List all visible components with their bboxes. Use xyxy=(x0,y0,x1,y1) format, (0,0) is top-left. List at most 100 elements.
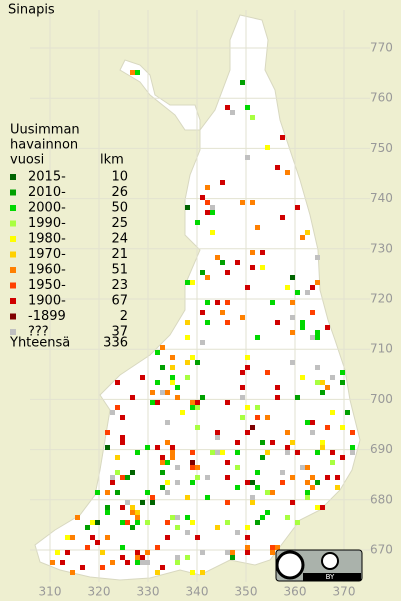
observation xyxy=(235,530,240,535)
observation xyxy=(105,510,110,515)
observation xyxy=(275,395,280,400)
observation xyxy=(110,475,115,480)
observation xyxy=(260,250,265,255)
observation xyxy=(200,340,205,345)
observations xyxy=(50,70,355,575)
observation xyxy=(170,515,175,520)
observation xyxy=(175,555,180,560)
observation xyxy=(205,320,210,325)
observation xyxy=(190,570,195,575)
observation xyxy=(225,500,230,505)
observation xyxy=(255,415,260,420)
observation xyxy=(320,445,325,450)
observation xyxy=(290,360,295,365)
cc-icon xyxy=(275,550,305,580)
observation xyxy=(130,395,135,400)
observation xyxy=(175,385,180,390)
observation xyxy=(185,205,190,210)
legend-label: 1950- xyxy=(28,278,66,293)
observation xyxy=(160,460,165,465)
legend-heading: Uusimman xyxy=(10,123,80,138)
observation xyxy=(165,520,170,525)
legend-swatch xyxy=(10,220,16,227)
y-label: 700 xyxy=(370,392,393,406)
observation xyxy=(245,155,250,160)
observation xyxy=(220,310,225,315)
observation xyxy=(185,515,190,520)
observation xyxy=(300,235,305,240)
observation xyxy=(150,390,155,395)
observation xyxy=(135,550,140,555)
legend-swatch xyxy=(10,174,16,180)
legend-label: 2010- xyxy=(28,185,66,200)
observation xyxy=(175,465,180,470)
legend-swatch xyxy=(10,205,16,211)
observation xyxy=(50,560,55,565)
observation xyxy=(60,560,65,565)
observation xyxy=(200,395,205,400)
observation xyxy=(115,470,120,475)
observation xyxy=(340,380,345,385)
observation xyxy=(310,475,315,480)
observation xyxy=(150,495,155,500)
observation xyxy=(280,470,285,475)
observation xyxy=(200,270,205,275)
observation xyxy=(315,255,320,260)
observation xyxy=(315,365,320,370)
observation xyxy=(310,285,315,290)
observation xyxy=(255,225,260,230)
observation xyxy=(250,425,255,430)
observation xyxy=(330,460,335,465)
observation xyxy=(265,145,270,150)
y-label: 760 xyxy=(370,91,393,105)
observation xyxy=(240,80,245,85)
observation xyxy=(80,565,85,570)
observation xyxy=(225,300,230,305)
observation xyxy=(240,370,245,375)
legend-swatch xyxy=(10,251,16,258)
observation xyxy=(315,335,320,340)
legend-count: 24 xyxy=(111,232,128,247)
observation xyxy=(245,365,250,370)
observation xyxy=(185,335,190,340)
observation xyxy=(170,450,175,455)
observation xyxy=(280,480,285,485)
observation xyxy=(225,460,230,465)
observation xyxy=(185,530,190,535)
observation xyxy=(340,455,345,460)
observation xyxy=(110,480,115,485)
observation xyxy=(325,475,330,480)
observation xyxy=(245,550,250,555)
observation xyxy=(200,550,205,555)
x-label: 330 xyxy=(137,585,160,599)
observation xyxy=(145,490,150,495)
observation xyxy=(135,450,140,455)
legend-swatch xyxy=(10,236,16,242)
observation xyxy=(165,480,170,485)
legend-count: 25 xyxy=(111,216,128,231)
observation xyxy=(275,320,280,325)
observation xyxy=(185,360,190,365)
observation xyxy=(310,485,315,490)
observation xyxy=(325,325,330,330)
observation xyxy=(215,430,220,435)
observation xyxy=(175,480,180,485)
x-label: 310 xyxy=(39,585,62,599)
observation xyxy=(260,440,265,445)
observation xyxy=(310,430,315,435)
observation xyxy=(255,485,260,490)
observation xyxy=(100,550,105,555)
y-label: 730 xyxy=(370,241,393,255)
observation xyxy=(65,535,70,540)
observation xyxy=(170,380,175,385)
observation xyxy=(115,490,120,495)
legend-label: 1980- xyxy=(28,232,66,247)
observation xyxy=(135,515,140,520)
observation xyxy=(195,535,200,540)
legend-label: 1900- xyxy=(28,294,66,309)
observation xyxy=(70,535,75,540)
observation xyxy=(190,280,195,285)
observation xyxy=(235,260,240,265)
legend-swatch xyxy=(10,298,16,304)
observation xyxy=(250,265,255,270)
